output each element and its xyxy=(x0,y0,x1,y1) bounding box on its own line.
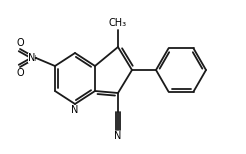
Text: N: N xyxy=(71,105,79,115)
Text: N: N xyxy=(28,53,35,63)
Text: N: N xyxy=(114,131,122,141)
Text: CH₃: CH₃ xyxy=(109,18,127,28)
Text: O: O xyxy=(16,38,24,48)
Text: O: O xyxy=(16,68,24,78)
